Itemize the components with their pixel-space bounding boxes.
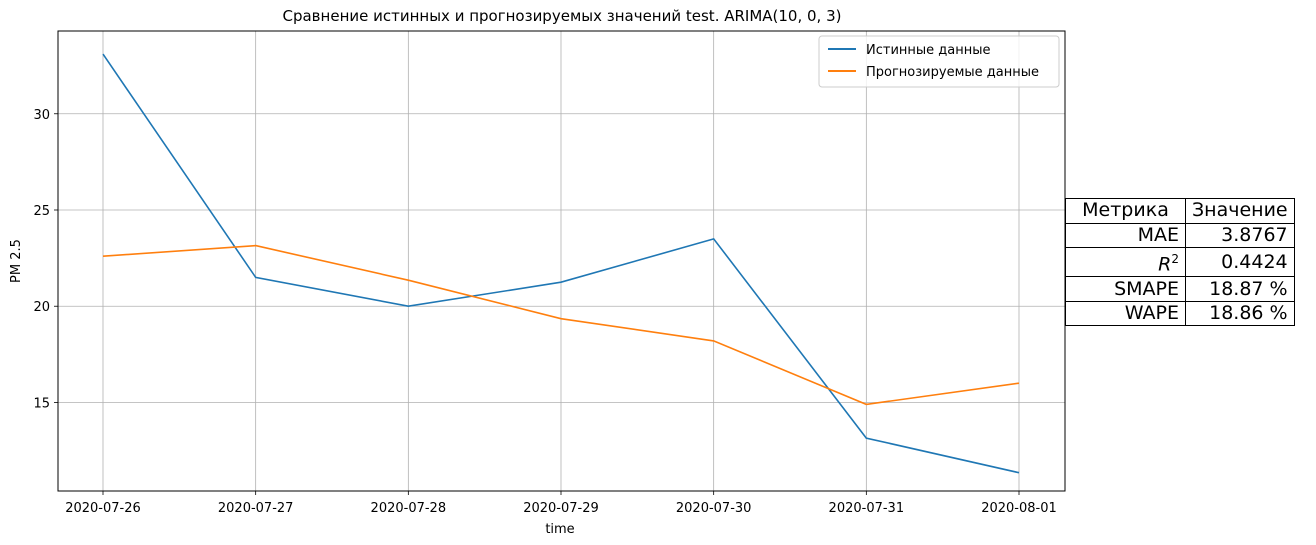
y-tick-label: 30 xyxy=(33,108,50,123)
metric-name: WAPE xyxy=(1065,300,1186,327)
metric-name-base: R xyxy=(1158,253,1172,276)
y-tick-label: 25 xyxy=(33,204,50,219)
y-tick-label: 20 xyxy=(33,300,50,315)
metric-value: 18.87 % xyxy=(1185,276,1295,302)
plot-frame xyxy=(57,30,1066,492)
y-axis-label: PM 2.5 xyxy=(9,239,24,283)
legend: Истинные данные Прогнозируемые данные xyxy=(818,35,1060,88)
legend-box xyxy=(818,35,1060,88)
true-data-line xyxy=(102,53,1020,474)
metric-name: MAE xyxy=(1065,222,1186,248)
x-tick-label: 2020-08-01 xyxy=(981,501,1057,516)
metric-value: 18.86 % xyxy=(1185,300,1295,327)
metrics-row-smape: SMAPE 18.87 % xyxy=(1065,276,1295,302)
x-tick-label: 2020-07-26 xyxy=(65,501,141,516)
metric-name: SMAPE xyxy=(1065,276,1186,302)
chart-title: Сравнение истинных и прогнозируемых знач… xyxy=(283,7,842,25)
x-axis-label: time xyxy=(545,522,574,537)
x-tick-label: 2020-07-30 xyxy=(676,501,752,516)
x-tick-label: 2020-07-27 xyxy=(218,501,294,516)
x-tick-label: 2020-07-29 xyxy=(523,501,599,516)
x-tick-label: 2020-07-28 xyxy=(371,501,447,516)
legend-label-true: Истинные данные xyxy=(866,43,991,58)
metrics-table: Метрика Значение MAE 3.8767 R2 0.4424 SM… xyxy=(1065,198,1295,327)
metrics-row-mae: MAE 3.8767 xyxy=(1065,222,1295,248)
metrics-header-value: Значение xyxy=(1185,198,1295,224)
metric-value: 3.8767 xyxy=(1185,222,1295,248)
metrics-header-metric: Метрика xyxy=(1065,198,1186,224)
metric-value: 0.4424 xyxy=(1185,246,1295,278)
metrics-row-r2: R2 0.4424 xyxy=(1065,246,1295,278)
legend-label-forecast: Прогнозируемые данные xyxy=(866,65,1039,80)
forecast-data-line xyxy=(102,244,1020,406)
x-tick-label: 2020-07-31 xyxy=(829,501,905,516)
metric-name: R2 xyxy=(1065,246,1186,278)
y-tick-label: 15 xyxy=(33,396,50,411)
metric-name-exponent: 2 xyxy=(1171,252,1179,266)
metrics-header-row: Метрика Значение xyxy=(1065,198,1295,224)
metrics-row-wape: WAPE 18.86 % xyxy=(1065,300,1295,327)
